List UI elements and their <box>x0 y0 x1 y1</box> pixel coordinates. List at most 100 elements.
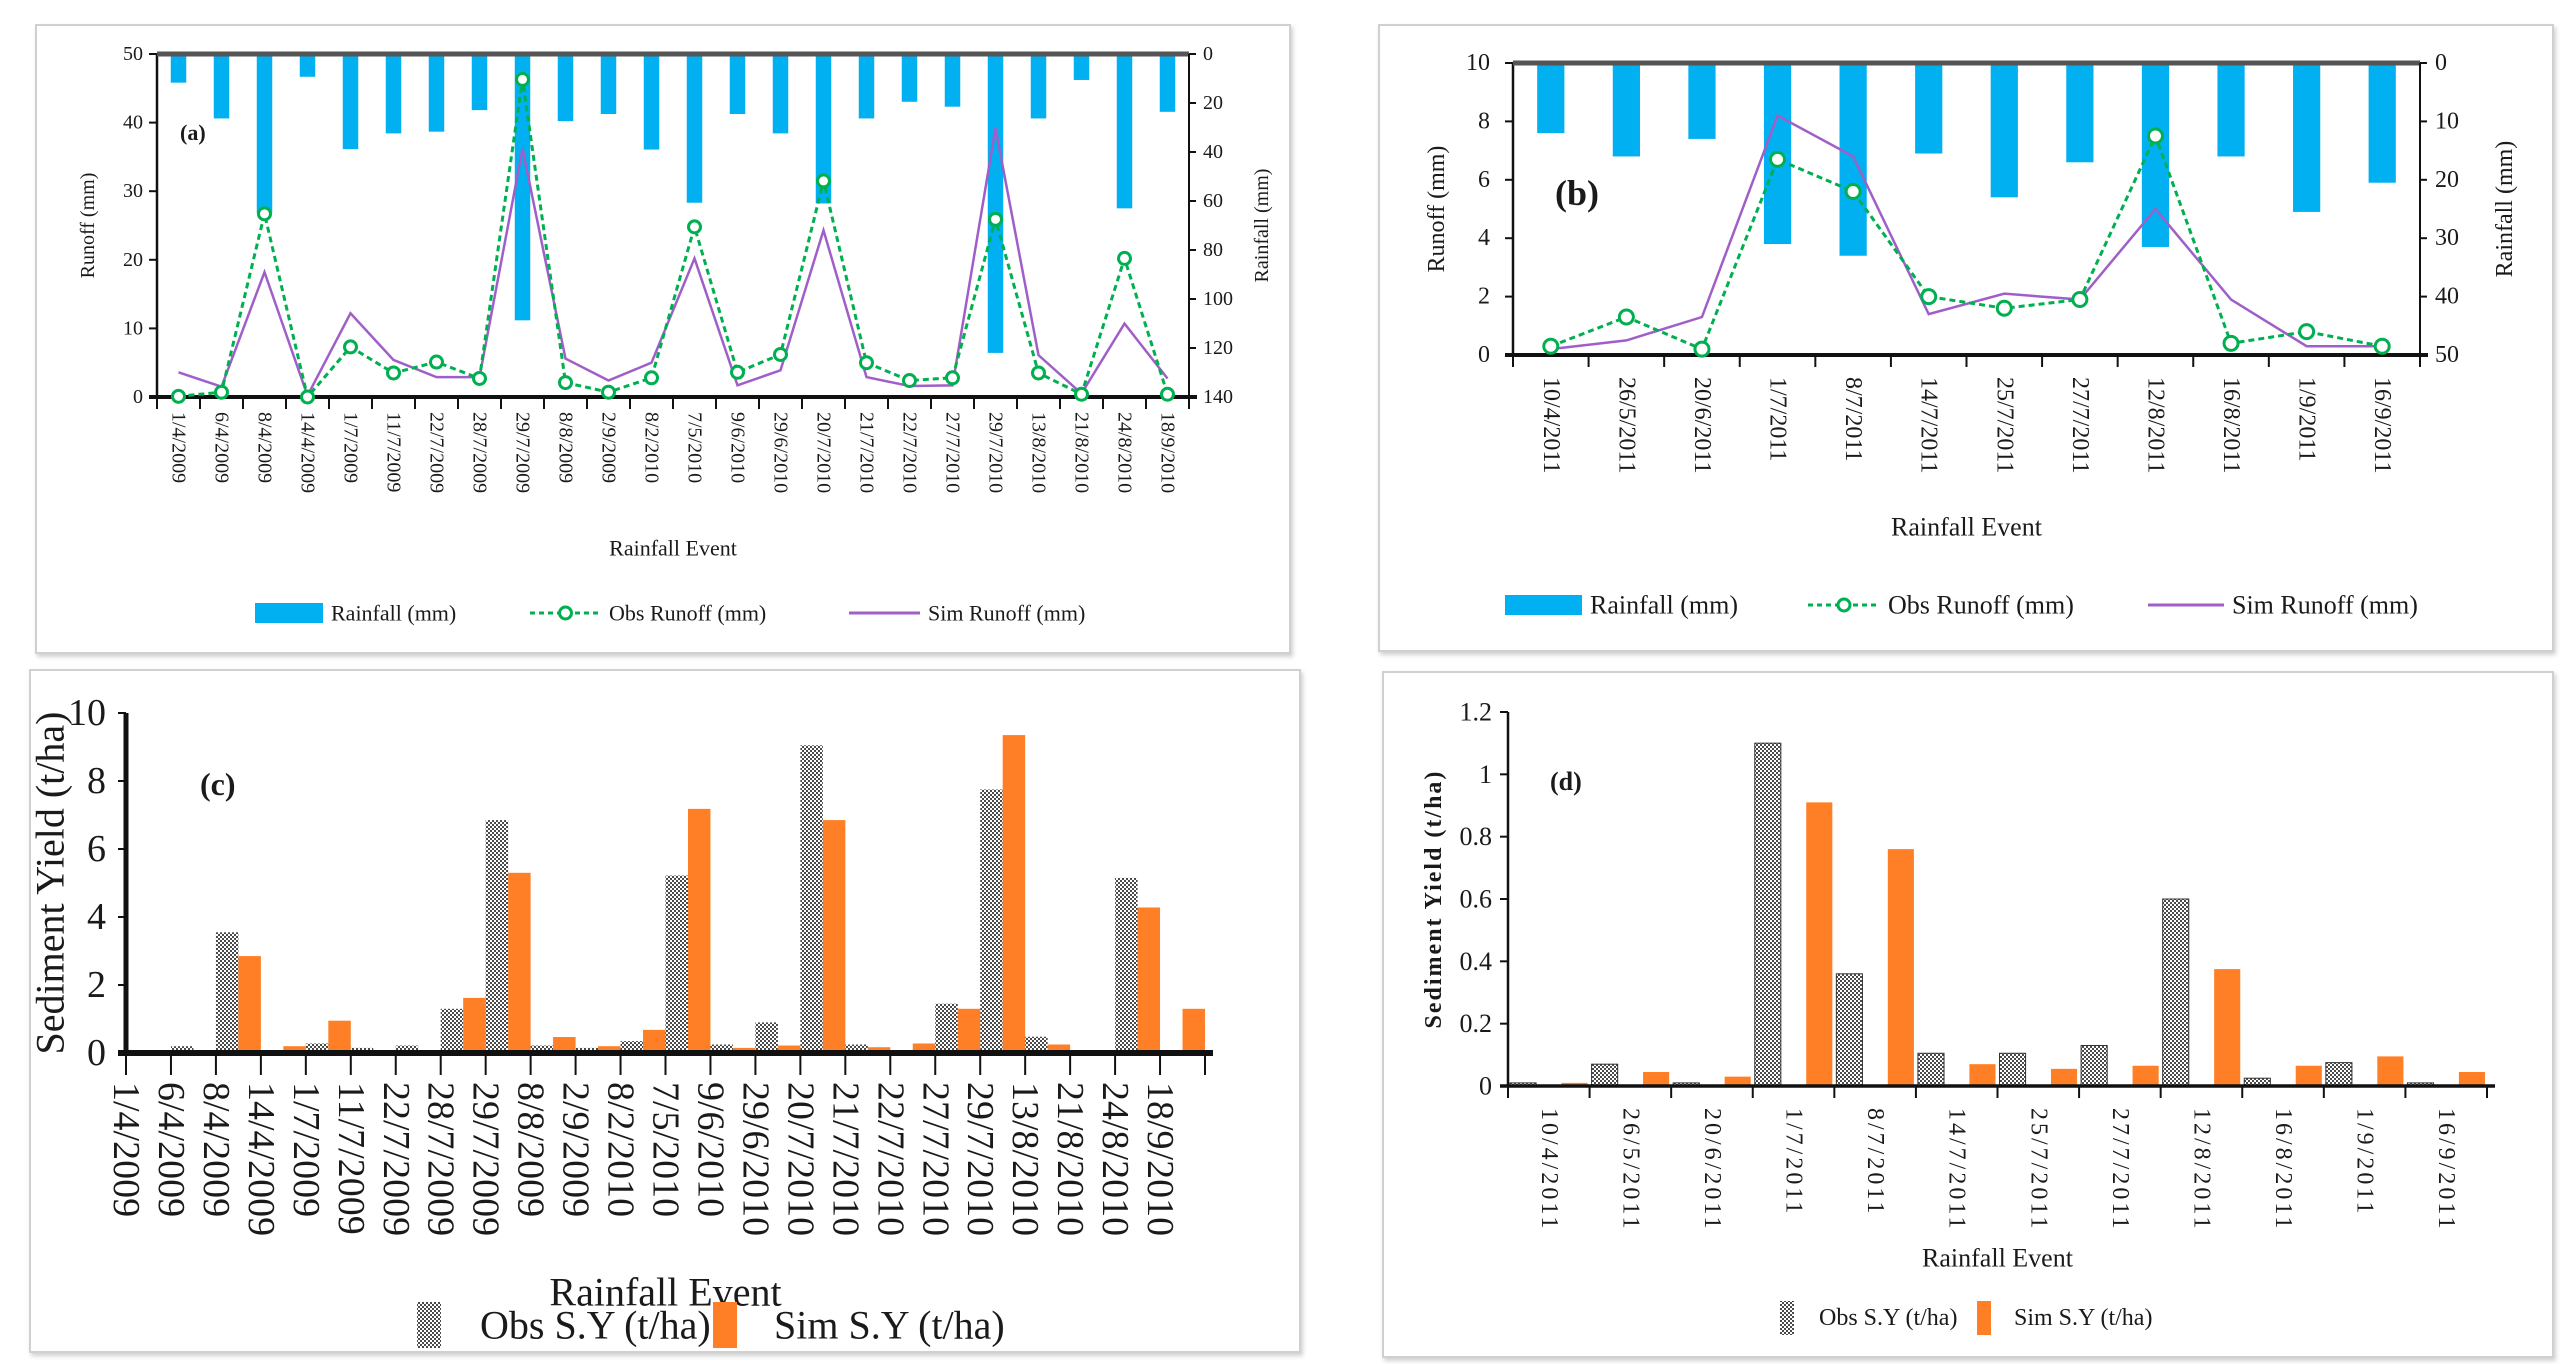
obs-runoff-marker <box>515 71 530 87</box>
rainfall-bar <box>170 54 187 83</box>
x-axis-title: Rainfall Event <box>549 1270 781 1315</box>
obs-runoff-marker <box>773 346 788 362</box>
rainfall-bar <box>299 54 316 77</box>
obs-sy-bar <box>2162 898 2190 1087</box>
y2-tick-label: 40 <box>1203 141 1223 163</box>
y-tick-label: 0 <box>133 386 143 408</box>
x-tick-label: 27/7/2010 <box>942 412 964 493</box>
obs-runoff-marker <box>300 389 315 405</box>
x-tick-label: 20/7/2010 <box>779 1082 821 1236</box>
y2-tick-label: 80 <box>1203 239 1223 261</box>
legend: Obs S.Y (t/ha) Sim S.Y (t/ha) <box>417 1302 1005 1348</box>
rainfall-bar <box>385 54 402 134</box>
x-tick-label: 29/7/2010 <box>959 1082 1001 1236</box>
sim-sy-bar <box>777 1045 801 1053</box>
x-tick-label: 8/4/2009 <box>254 412 276 483</box>
rainfall-bar <box>213 54 230 119</box>
legend-sim-sy-label: Sim S.Y (t/ha) <box>2014 1305 2152 1331</box>
y-tick-label: 1 <box>1479 760 1492 789</box>
obs-sy-bar <box>1835 973 1863 1087</box>
y-tick-label: 8 <box>87 760 106 802</box>
rainfall-bar <box>1612 63 1640 157</box>
x-tick-label: 16/9/2011 <box>2369 377 2395 473</box>
x-tick-label: 12/8/2011 <box>2188 1108 2214 1231</box>
x-tick-label: 24/8/2010 <box>1114 412 1136 493</box>
sim-sy-bar <box>508 872 531 1053</box>
panel-frame <box>1382 671 2554 1358</box>
x-tick-label: 1/4/2009 <box>105 1082 147 1217</box>
rainfall-bar <box>600 54 617 115</box>
panel-a: 0 10 20 30 40 50 0 20 40 60 80 100 120 140 Rainfall (m… <box>35 24 1291 654</box>
x-tick-label: 27/7/2011 <box>2067 377 2093 473</box>
rainfall-bar <box>557 54 574 122</box>
obs-runoff-marker <box>1542 337 1560 355</box>
x-tick-label: 26/5/2011 <box>1613 377 1639 473</box>
y-tick-label: 0 <box>1478 342 1490 368</box>
rainfall-bar <box>514 54 531 321</box>
x-tick-label: 16/9/2011 <box>2433 1108 2459 1231</box>
rainfall-bar <box>1537 63 1565 134</box>
x-tick-label: 11/7/2009 <box>383 412 405 492</box>
obs-runoff-marker <box>2298 323 2316 341</box>
legend-obs-sy-label: Obs S.Y (t/ha) <box>1819 1305 1957 1331</box>
obs-runoff-marker <box>1995 299 2013 317</box>
x-tick-label: 16/8/2011 <box>2270 1108 2296 1231</box>
sim-sy-bar <box>1969 1064 1996 1086</box>
obs-runoff-marker <box>1074 386 1089 402</box>
obs-runoff-marker <box>2373 337 2391 355</box>
x-tick-label: 14/4/2009 <box>240 1082 282 1236</box>
sim-sy-bar <box>1002 735 1026 1053</box>
y2-axis-title: Rainfall (mm) <box>1251 169 1273 283</box>
y-tick-label: 0 <box>87 1032 106 1074</box>
y-tick-label: 10 <box>123 317 143 339</box>
obs-runoff-marker <box>687 219 702 235</box>
sim-runoff-line <box>1550 113 2383 351</box>
x-tick-label: 21/7/2010 <box>856 412 878 493</box>
obs-runoff-marker <box>644 370 659 386</box>
y-tick-label: 40 <box>123 112 143 134</box>
y2-tick-label: 20 <box>2435 167 2459 193</box>
legend-sim-sy-swatch <box>1977 1301 1991 1335</box>
x-tick-label: 29/7/2010 <box>985 412 1007 493</box>
obs-runoff-marker <box>171 388 186 404</box>
x-tick-label: 13/8/2010 <box>1004 1082 1046 1236</box>
panel-label: (c) <box>200 766 236 802</box>
obs-sy-bar <box>800 745 823 1053</box>
y2-tick-label: 0 <box>2435 50 2447 76</box>
rainfall-bar <box>686 54 703 203</box>
y-tick-label: 4 <box>1478 225 1490 251</box>
legend-obs-sy-swatch <box>1780 1301 1794 1335</box>
legend-sim-sy-swatch <box>713 1302 737 1348</box>
x-tick-label: 22/7/2009 <box>426 412 448 493</box>
legend-rainfall-label: Rainfall (mm) <box>331 601 456 626</box>
rainfall-bar <box>815 54 832 204</box>
obs-sy-bar <box>1917 1052 1945 1087</box>
legend-obs-runoff-label: Obs Runoff (mm) <box>609 601 766 626</box>
sim-sy-bar <box>912 1043 936 1053</box>
obs-runoff-marker <box>1693 340 1711 358</box>
obs-runoff-marker <box>730 364 745 380</box>
y-tick-label: 6 <box>87 828 106 870</box>
obs-runoff-marker <box>1031 365 1046 381</box>
x-tick-label: 29/7/2009 <box>465 1082 507 1236</box>
obs-runoff-marker <box>472 370 487 386</box>
y2-tick-label: 20 <box>1203 92 1223 114</box>
obs-runoff-marker <box>257 206 272 222</box>
y-tick-label: 10 <box>68 692 106 734</box>
x-tick-label: 8/8/2009 <box>510 1082 552 1217</box>
y-tick-label: 2 <box>1478 284 1490 310</box>
obs-runoff-marker <box>945 370 960 386</box>
obs-sy-bar <box>935 1003 958 1053</box>
panel-label: (b) <box>1555 173 1599 213</box>
legend: Obs S.Y (t/ha) Sim S.Y (t/ha) <box>1780 1301 2152 1335</box>
sim-sy-bar <box>2377 1056 2404 1086</box>
y2-tick-label: 100 <box>1203 288 1233 310</box>
rainfall-bar <box>1073 54 1090 80</box>
x-tick-label: 21/7/2010 <box>824 1082 866 1236</box>
rainfall-bar <box>901 54 918 102</box>
obs-sy-bar <box>620 1041 644 1053</box>
x-tick-label: 27/7/2011 <box>2107 1108 2133 1231</box>
x-tick-label: 14/7/2011 <box>1944 1108 1970 1231</box>
sim-sy-bar <box>643 1029 666 1053</box>
